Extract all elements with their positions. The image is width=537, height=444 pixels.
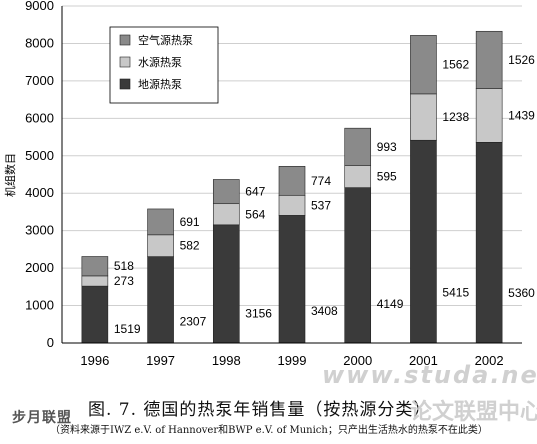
- bar-segment: [410, 93, 437, 141]
- legend-swatch: [119, 78, 131, 90]
- data-label: 4149: [377, 297, 404, 311]
- data-label: 3156: [245, 306, 272, 320]
- bar-segment: [475, 141, 503, 344]
- bar-segment: [212, 203, 240, 226]
- data-label: 564: [245, 207, 265, 221]
- x-tick-label: 2002: [475, 353, 504, 368]
- y-tick-label: 9000: [25, 0, 54, 13]
- bar-segment: [147, 208, 174, 236]
- axes: [61, 6, 522, 344]
- data-label: 691: [180, 215, 200, 229]
- data-label: 537: [311, 198, 331, 212]
- x-tick-label: 2001: [409, 353, 438, 368]
- y-tick-label: 7000: [25, 73, 54, 88]
- bar-segment: [147, 256, 174, 344]
- y-tick-label: 1000: [25, 298, 54, 313]
- bar-segment: [278, 194, 306, 216]
- y-tick-labels: 0 1000 2000 3000 4000 5000 6000 7000 8000 9000: [25, 0, 54, 350]
- watermark-right: 论文联盟中心: [410, 400, 537, 425]
- bar-segment: [344, 127, 372, 166]
- bar-segment: [278, 215, 306, 344]
- legend-entry: 空气源热泵: [138, 33, 193, 47]
- data-label: 2307: [180, 314, 207, 328]
- data-label: 1519: [114, 322, 141, 336]
- data-label: 595: [377, 170, 397, 184]
- y-tick-label: 8000: [25, 35, 54, 50]
- figure-caption: 图. 7. 德国的热泵年销售量（按热源分类）: [88, 400, 432, 420]
- x-tick-label: 2000: [343, 353, 372, 368]
- data-label: 5415: [442, 285, 469, 299]
- y-tick-label: 4000: [25, 185, 54, 200]
- y-axis-label: 机组数目: [3, 153, 17, 197]
- y-tick-label: 2000: [25, 260, 54, 275]
- bar-segment: [410, 35, 437, 95]
- legend-entry: 地源热泵: [138, 77, 182, 91]
- bar-segment: [344, 165, 372, 188]
- x-tick-label: 1998: [212, 353, 241, 368]
- legend-swatch: [119, 34, 131, 46]
- data-label: 3408: [311, 304, 338, 318]
- bar-segment: [81, 275, 109, 287]
- legend-entry: 水源热泵: [138, 55, 182, 69]
- bar-segment: [344, 187, 372, 344]
- data-label: 582: [180, 239, 200, 253]
- bar-segment: [81, 256, 109, 277]
- data-label: 518: [114, 259, 134, 273]
- bars: [81, 30, 503, 344]
- data-label: 1526: [508, 53, 535, 67]
- data-label: 5360: [508, 286, 535, 300]
- data-label: 993: [377, 140, 397, 154]
- x-tick-labels: 1996 1997 1998 1999 2000 2001 2002: [80, 353, 503, 368]
- x-tick-label: 1996: [80, 353, 109, 368]
- y-tick-label: 3000: [25, 223, 54, 238]
- source-note: （资料来源于IWZ e.V. of Hannover和BWP e.V. of M…: [50, 425, 488, 436]
- bar-segment: [278, 165, 306, 196]
- watermark-left: 步月联盟: [12, 410, 72, 426]
- legend-swatch: [119, 56, 131, 68]
- bar-segment: [475, 88, 503, 143]
- bar-segment: [212, 179, 240, 205]
- data-label: 647: [245, 185, 265, 199]
- bar-segment: [410, 139, 437, 344]
- y-tick-label: 0: [47, 335, 54, 350]
- bar-segment: [81, 285, 109, 344]
- data-label: 774: [311, 174, 331, 188]
- watermark-url: www.studa.net: [322, 361, 537, 389]
- bar-segment: [212, 224, 240, 344]
- data-label: 273: [114, 274, 134, 288]
- y-tick-label: 5000: [25, 148, 54, 163]
- data-label: 1562: [442, 58, 469, 72]
- x-tick-label: 1999: [278, 353, 307, 368]
- y-tick-label: 6000: [25, 110, 54, 125]
- data-label: 1439: [508, 108, 535, 122]
- x-tick-label: 1997: [146, 353, 175, 368]
- bar-segment: [475, 30, 503, 89]
- bar-segment: [147, 234, 174, 257]
- data-label: 1238: [442, 110, 469, 124]
